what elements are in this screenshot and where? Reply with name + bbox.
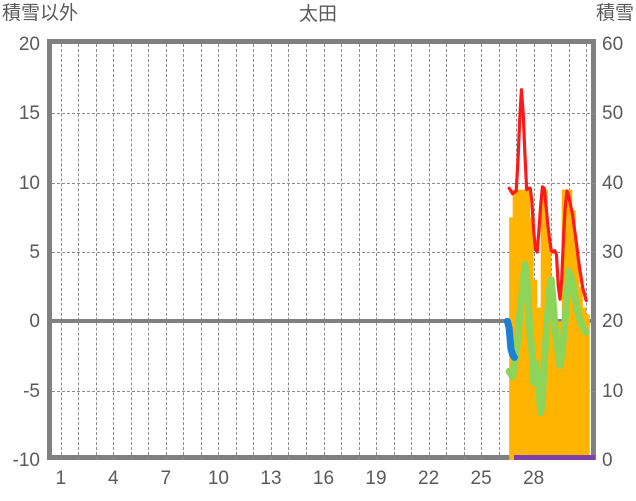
left-axis-tick: 20 [18, 34, 40, 55]
left-axis-tick: 15 [18, 103, 40, 125]
series-purple-line [514, 455, 595, 460]
zero-baseline [52, 319, 595, 324]
horizontal-gridline [52, 182, 595, 184]
x-axis-tick: 7 [160, 468, 172, 489]
plot-area [52, 44, 595, 460]
x-axis-tick: 16 [312, 468, 335, 489]
right-axis-tick: 60 [602, 34, 624, 55]
series-green-line [505, 260, 590, 417]
page-title: 太田 [298, 4, 337, 25]
series-blue-line [503, 317, 518, 361]
left-axis-tick: 5 [29, 242, 40, 263]
right-axis-tick: 50 [602, 103, 624, 125]
left-axis-title: 積雪以外 [2, 3, 79, 24]
plot-frame [47, 39, 596, 460]
x-axis-tick: 28 [523, 468, 545, 489]
series-red-line [507, 88, 588, 303]
left-axis-tick: 0 [29, 311, 40, 333]
left-axis-tick: -10 [12, 450, 40, 471]
right-axis-title: 積雪 [595, 3, 634, 24]
left-axis-tick: -5 [23, 380, 40, 402]
right-axis-tick: 40 [602, 172, 624, 194]
x-axis-tick: 10 [207, 468, 229, 489]
horizontal-gridline [52, 113, 595, 115]
x-axis-tick: 19 [365, 468, 387, 489]
series-svg [503, 88, 590, 460]
right-axis-tick: 30 [602, 242, 624, 263]
x-axis-tick: 13 [260, 468, 282, 489]
horizontal-gridline [52, 390, 595, 392]
x-axis-tick: 1 [55, 468, 67, 489]
left-axis-tick: 10 [18, 172, 40, 194]
right-axis-tick: 0 [602, 450, 613, 471]
right-axis-tick: 20 [602, 311, 624, 333]
x-axis-tick: 22 [418, 468, 440, 489]
x-axis-tick: 4 [108, 468, 119, 489]
right-axis-tick: 10 [602, 380, 624, 402]
x-axis-tick: 25 [470, 468, 492, 489]
horizontal-gridline [52, 252, 595, 253]
